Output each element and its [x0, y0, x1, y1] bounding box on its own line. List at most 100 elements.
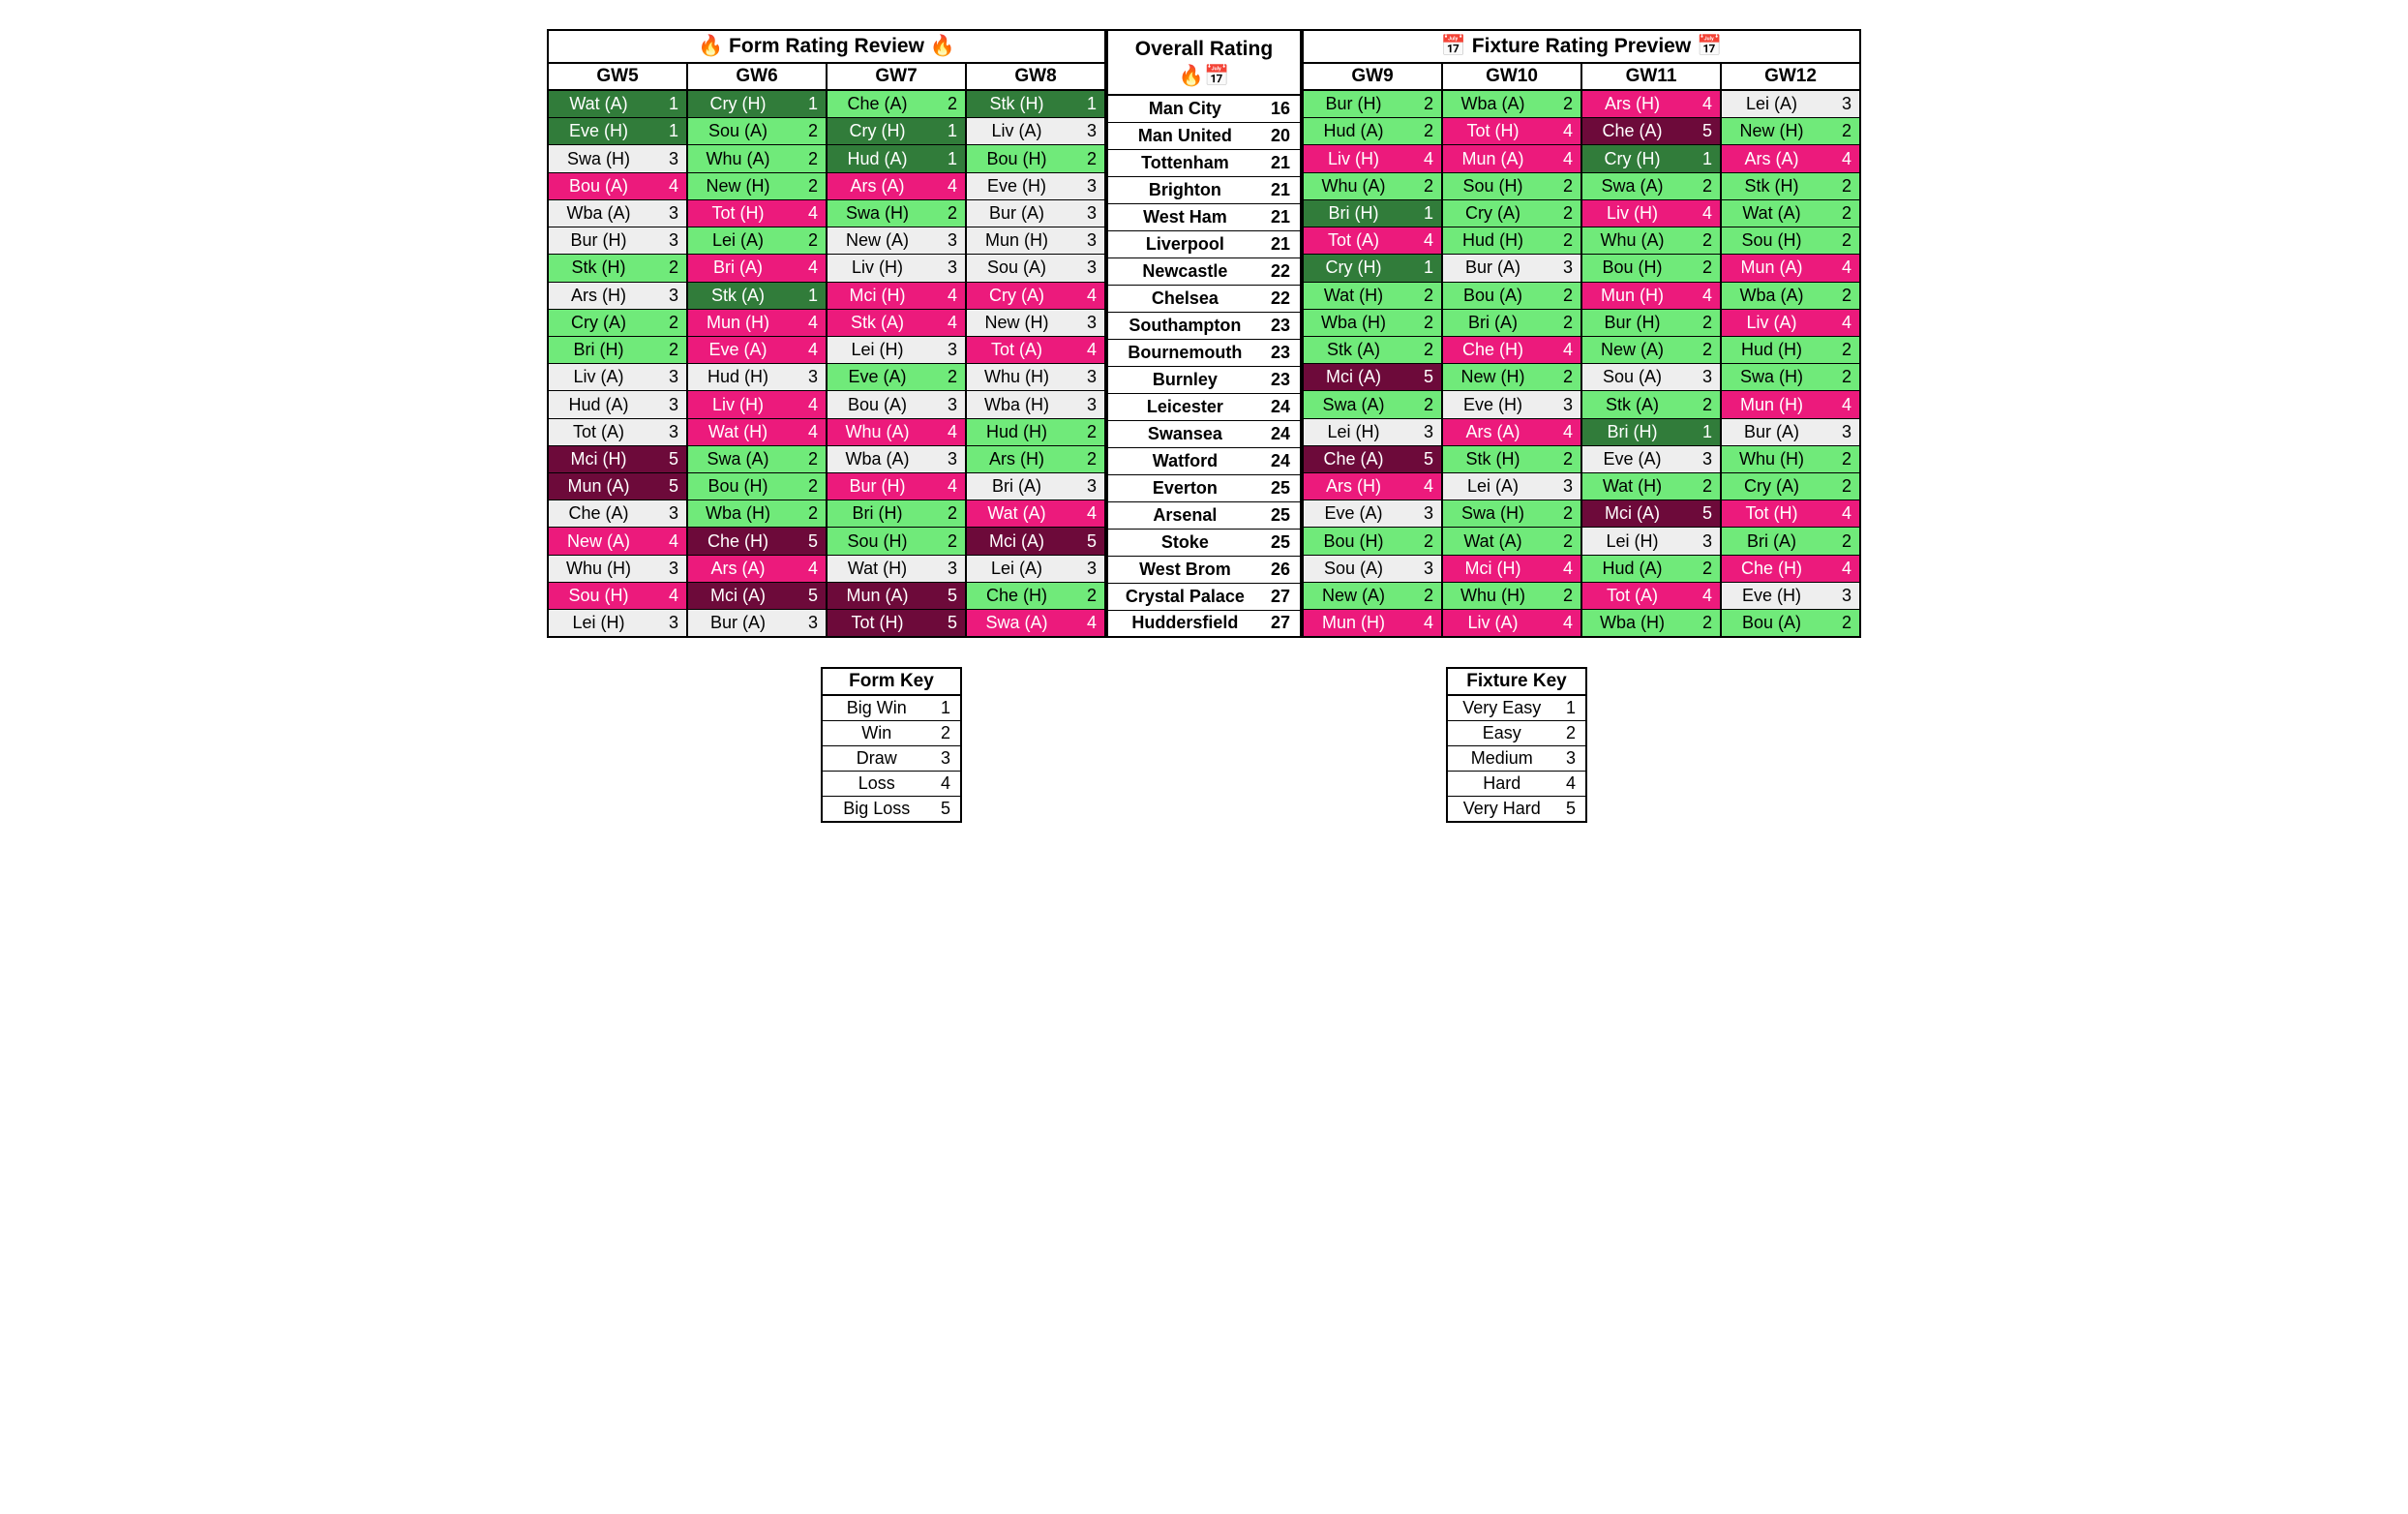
- form-cell: Hud (A)3: [548, 391, 687, 418]
- fixture-cell: Che (A)5: [1581, 118, 1721, 145]
- form-cell: New (H)2: [687, 172, 827, 199]
- fixture-cell: Stk (H)2: [1721, 172, 1860, 199]
- form-cell: Hud (A)1: [827, 145, 966, 172]
- fixture-cell: Cry (H)1: [1581, 145, 1721, 172]
- fixture-cell: Wat (A)2: [1442, 528, 1581, 555]
- team-cell: Southampton23: [1107, 312, 1301, 339]
- form-cell: Ars (H)2: [966, 445, 1105, 472]
- fixture-cell: Bri (A)2: [1721, 528, 1860, 555]
- team-cell: Liverpool21: [1107, 230, 1301, 257]
- form-cell: Tot (H)4: [687, 199, 827, 227]
- form-cell: Lei (H)3: [548, 610, 687, 637]
- fixture-cell: Tot (A)4: [1581, 582, 1721, 609]
- form-cell: Hud (H)3: [687, 364, 827, 391]
- fixture-cell: Hud (H)2: [1721, 336, 1860, 363]
- team-cell: Bournemouth23: [1107, 339, 1301, 366]
- fixture-cell: Lei (A)3: [1442, 473, 1581, 500]
- fixture-cell: Wat (A)2: [1721, 199, 1860, 227]
- form-cell: Wat (H)3: [827, 555, 966, 582]
- team-cell: Burnley23: [1107, 366, 1301, 393]
- key-cell: Loss4: [822, 772, 961, 797]
- team-cell: Leicester24: [1107, 393, 1301, 420]
- form-key-table: Form Key Big Win1Win2Draw3Loss4Big Loss5: [821, 667, 962, 823]
- key-cell: Big Loss5: [822, 797, 961, 823]
- fixture-cell: Bou (A)2: [1721, 610, 1860, 637]
- team-cell: Everton25: [1107, 474, 1301, 501]
- fixture-cell: Swa (H)2: [1721, 364, 1860, 391]
- form-cell: Lei (H)3: [827, 336, 966, 363]
- fixture-cell: Che (H)4: [1442, 336, 1581, 363]
- overall-header: Overall Rating 🔥📅: [1107, 30, 1301, 95]
- form-cell: Bou (A)3: [827, 391, 966, 418]
- fixture-cell: Wba (A)2: [1442, 90, 1581, 117]
- form-cell: Wat (A)1: [548, 90, 687, 117]
- fixture-cell: Stk (A)2: [1303, 336, 1442, 363]
- fixture-cell: Bou (A)2: [1442, 282, 1581, 309]
- form-cell: Wat (H)4: [687, 418, 827, 445]
- form-cell: Bur (H)4: [827, 473, 966, 500]
- fixture-cell: Tot (A)4: [1303, 227, 1442, 255]
- form-cell: Mun (H)4: [687, 309, 827, 336]
- form-cell: Swa (H)2: [827, 199, 966, 227]
- form-cell: Whu (H)3: [966, 364, 1105, 391]
- fixture-cell: Wat (H)2: [1581, 473, 1721, 500]
- form-cell: Wba (H)3: [966, 391, 1105, 418]
- fixture-cell: Lei (A)3: [1721, 90, 1860, 117]
- form-cell: Sou (A)2: [687, 118, 827, 145]
- form-cell: Eve (A)4: [687, 336, 827, 363]
- form-cell: Stk (A)1: [687, 282, 827, 309]
- fixture-cell: Bur (H)2: [1303, 90, 1442, 117]
- form-cell: New (A)3: [827, 227, 966, 255]
- fixture-cell: New (A)2: [1303, 582, 1442, 609]
- fixture-cell: Bur (A)3: [1721, 418, 1860, 445]
- fixture-cell: Mun (H)4: [1721, 391, 1860, 418]
- form-cell: Bur (H)3: [548, 227, 687, 255]
- fixture-cell: Mci (A)5: [1303, 364, 1442, 391]
- team-cell: Watford24: [1107, 447, 1301, 474]
- form-cell: Bri (H)2: [827, 500, 966, 528]
- form-cell: New (A)4: [548, 528, 687, 555]
- team-cell: West Brom26: [1107, 556, 1301, 583]
- fixture-cell: Mci (A)5: [1581, 500, 1721, 528]
- fixture-cell: Wba (H)2: [1581, 610, 1721, 637]
- form-cell: Bou (A)4: [548, 172, 687, 199]
- fixture-cell: Hud (A)2: [1581, 555, 1721, 582]
- form-cell: Bou (H)2: [966, 145, 1105, 172]
- form-cell: Swa (H)3: [548, 145, 687, 172]
- gw-header: GW8: [966, 63, 1105, 90]
- key-cell: Big Win1: [822, 695, 961, 721]
- form-cell: Mun (A)5: [827, 582, 966, 609]
- fixture-cell: Bri (H)1: [1303, 199, 1442, 227]
- form-cell: Eve (H)1: [548, 118, 687, 145]
- form-cell: Cry (A)2: [548, 309, 687, 336]
- fixture-cell: Stk (H)2: [1442, 445, 1581, 472]
- fixture-cell: Lei (H)3: [1581, 528, 1721, 555]
- form-cell: Liv (A)3: [966, 118, 1105, 145]
- form-cell: Bur (A)3: [687, 610, 827, 637]
- form-table: 🔥 Form Rating Review 🔥 GW5GW6GW7GW8 Wat …: [547, 29, 1106, 638]
- fixture-cell: Swa (A)2: [1581, 172, 1721, 199]
- fixture-cell: Bur (H)2: [1581, 309, 1721, 336]
- fixture-cell: Ars (H)4: [1303, 473, 1442, 500]
- fixture-cell: Swa (A)2: [1303, 391, 1442, 418]
- form-cell: Tot (A)3: [548, 418, 687, 445]
- fixture-cell: Wba (H)2: [1303, 309, 1442, 336]
- fixture-cell: Liv (H)4: [1303, 145, 1442, 172]
- form-cell: Whu (H)3: [548, 555, 687, 582]
- form-cell: Ars (A)4: [827, 172, 966, 199]
- key-cell: Draw3: [822, 746, 961, 772]
- fixture-cell: Whu (A)2: [1303, 172, 1442, 199]
- fixture-cell: New (H)2: [1442, 364, 1581, 391]
- form-cell: Whu (A)4: [827, 418, 966, 445]
- team-cell: Tottenham21: [1107, 149, 1301, 176]
- fixture-cell: Bri (H)1: [1581, 418, 1721, 445]
- form-cell: Bri (A)4: [687, 255, 827, 282]
- form-cell: Cry (A)4: [966, 282, 1105, 309]
- gw-header: GW5: [548, 63, 687, 90]
- form-cell: Sou (H)2: [827, 528, 966, 555]
- form-cell: Ars (H)3: [548, 282, 687, 309]
- fixture-cell: Hud (A)2: [1303, 118, 1442, 145]
- form-cell: Hud (H)2: [966, 418, 1105, 445]
- fixture-cell: Mun (H)4: [1581, 282, 1721, 309]
- form-cell: Stk (H)2: [548, 255, 687, 282]
